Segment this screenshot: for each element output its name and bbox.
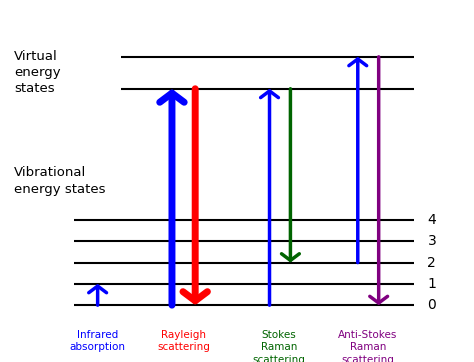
Text: Infrared
absorption: Infrared absorption bbox=[70, 330, 126, 352]
Text: Stokes
Raman
scattering: Stokes Raman scattering bbox=[252, 330, 305, 362]
Text: Anti-Stokes
Raman
scattering: Anti-Stokes Raman scattering bbox=[338, 330, 398, 362]
Text: 2: 2 bbox=[428, 256, 436, 270]
Text: 3: 3 bbox=[428, 234, 436, 248]
Text: Virtual
energy
states: Virtual energy states bbox=[14, 50, 61, 95]
Text: 0: 0 bbox=[428, 298, 436, 312]
Text: 1: 1 bbox=[428, 277, 437, 291]
Text: Rayleigh
scattering: Rayleigh scattering bbox=[157, 330, 210, 352]
Text: Vibrational
energy states: Vibrational energy states bbox=[14, 167, 106, 195]
Text: 4: 4 bbox=[428, 213, 436, 227]
